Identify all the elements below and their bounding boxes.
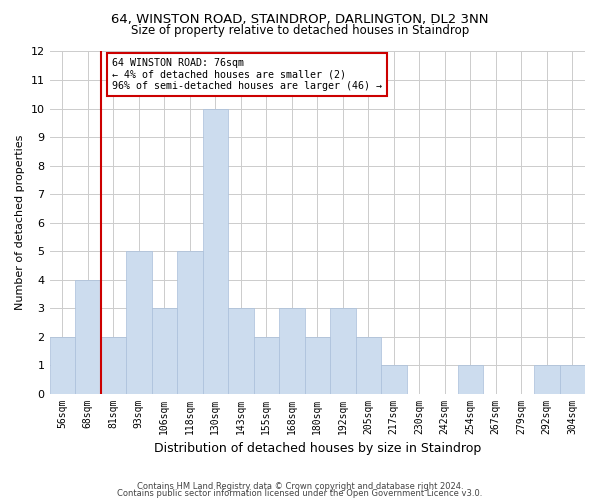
Bar [458,365,483,394]
Text: Contains HM Land Registry data © Crown copyright and database right 2024.: Contains HM Land Registry data © Crown c… [137,482,463,491]
Bar [534,365,560,394]
Text: 64, WINSTON ROAD, STAINDROP, DARLINGTON, DL2 3NN: 64, WINSTON ROAD, STAINDROP, DARLINGTON,… [111,12,489,26]
Bar [254,336,279,394]
Bar [126,251,152,394]
Bar [101,336,126,394]
Text: 64 WINSTON ROAD: 76sqm
← 4% of detached houses are smaller (2)
96% of semi-detac: 64 WINSTON ROAD: 76sqm ← 4% of detached … [112,58,382,91]
Bar [177,251,203,394]
Bar [203,108,228,394]
Bar [381,365,407,394]
Text: Size of property relative to detached houses in Staindrop: Size of property relative to detached ho… [131,24,469,37]
X-axis label: Distribution of detached houses by size in Staindrop: Distribution of detached houses by size … [154,442,481,455]
Bar [305,336,330,394]
Bar [75,280,101,394]
Bar [330,308,356,394]
Text: Contains public sector information licensed under the Open Government Licence v3: Contains public sector information licen… [118,488,482,498]
Bar [279,308,305,394]
Bar [228,308,254,394]
Bar [560,365,585,394]
Y-axis label: Number of detached properties: Number of detached properties [15,135,25,310]
Bar [50,336,75,394]
Bar [356,336,381,394]
Bar [152,308,177,394]
